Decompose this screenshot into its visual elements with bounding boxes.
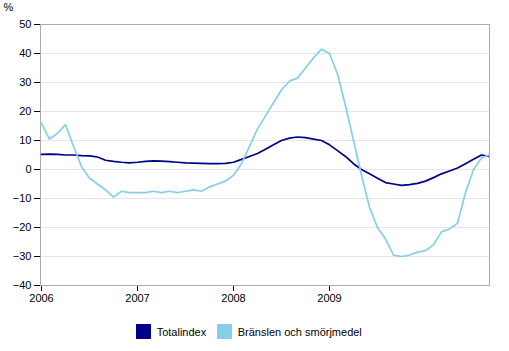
svg-text:2007: 2007 [125, 292, 149, 304]
svg-text:10: 10 [19, 134, 31, 146]
svg-text:0: 0 [25, 163, 31, 175]
html-text:Totalindex: Totalindex [156, 325, 207, 338]
svg-text:−30: −30 [13, 250, 32, 262]
svg-text:30: 30 [19, 76, 31, 88]
html-text:Bränslen och smörjmedel: Bränslen och smörjmedel [237, 325, 362, 338]
svg-text:%: % [4, 1, 14, 13]
svg-text:20: 20 [19, 105, 31, 117]
svg-text:2006: 2006 [29, 292, 53, 304]
svg-text:50: 50 [19, 18, 31, 30]
svg-text:−40: −40 [13, 279, 32, 291]
svg-text:40: 40 [19, 47, 31, 59]
svg-text:2009: 2009 [317, 292, 341, 304]
svg-text:−20: −20 [13, 221, 32, 233]
svg-text:−10: −10 [13, 192, 32, 204]
svg-text:2008: 2008 [221, 292, 245, 304]
